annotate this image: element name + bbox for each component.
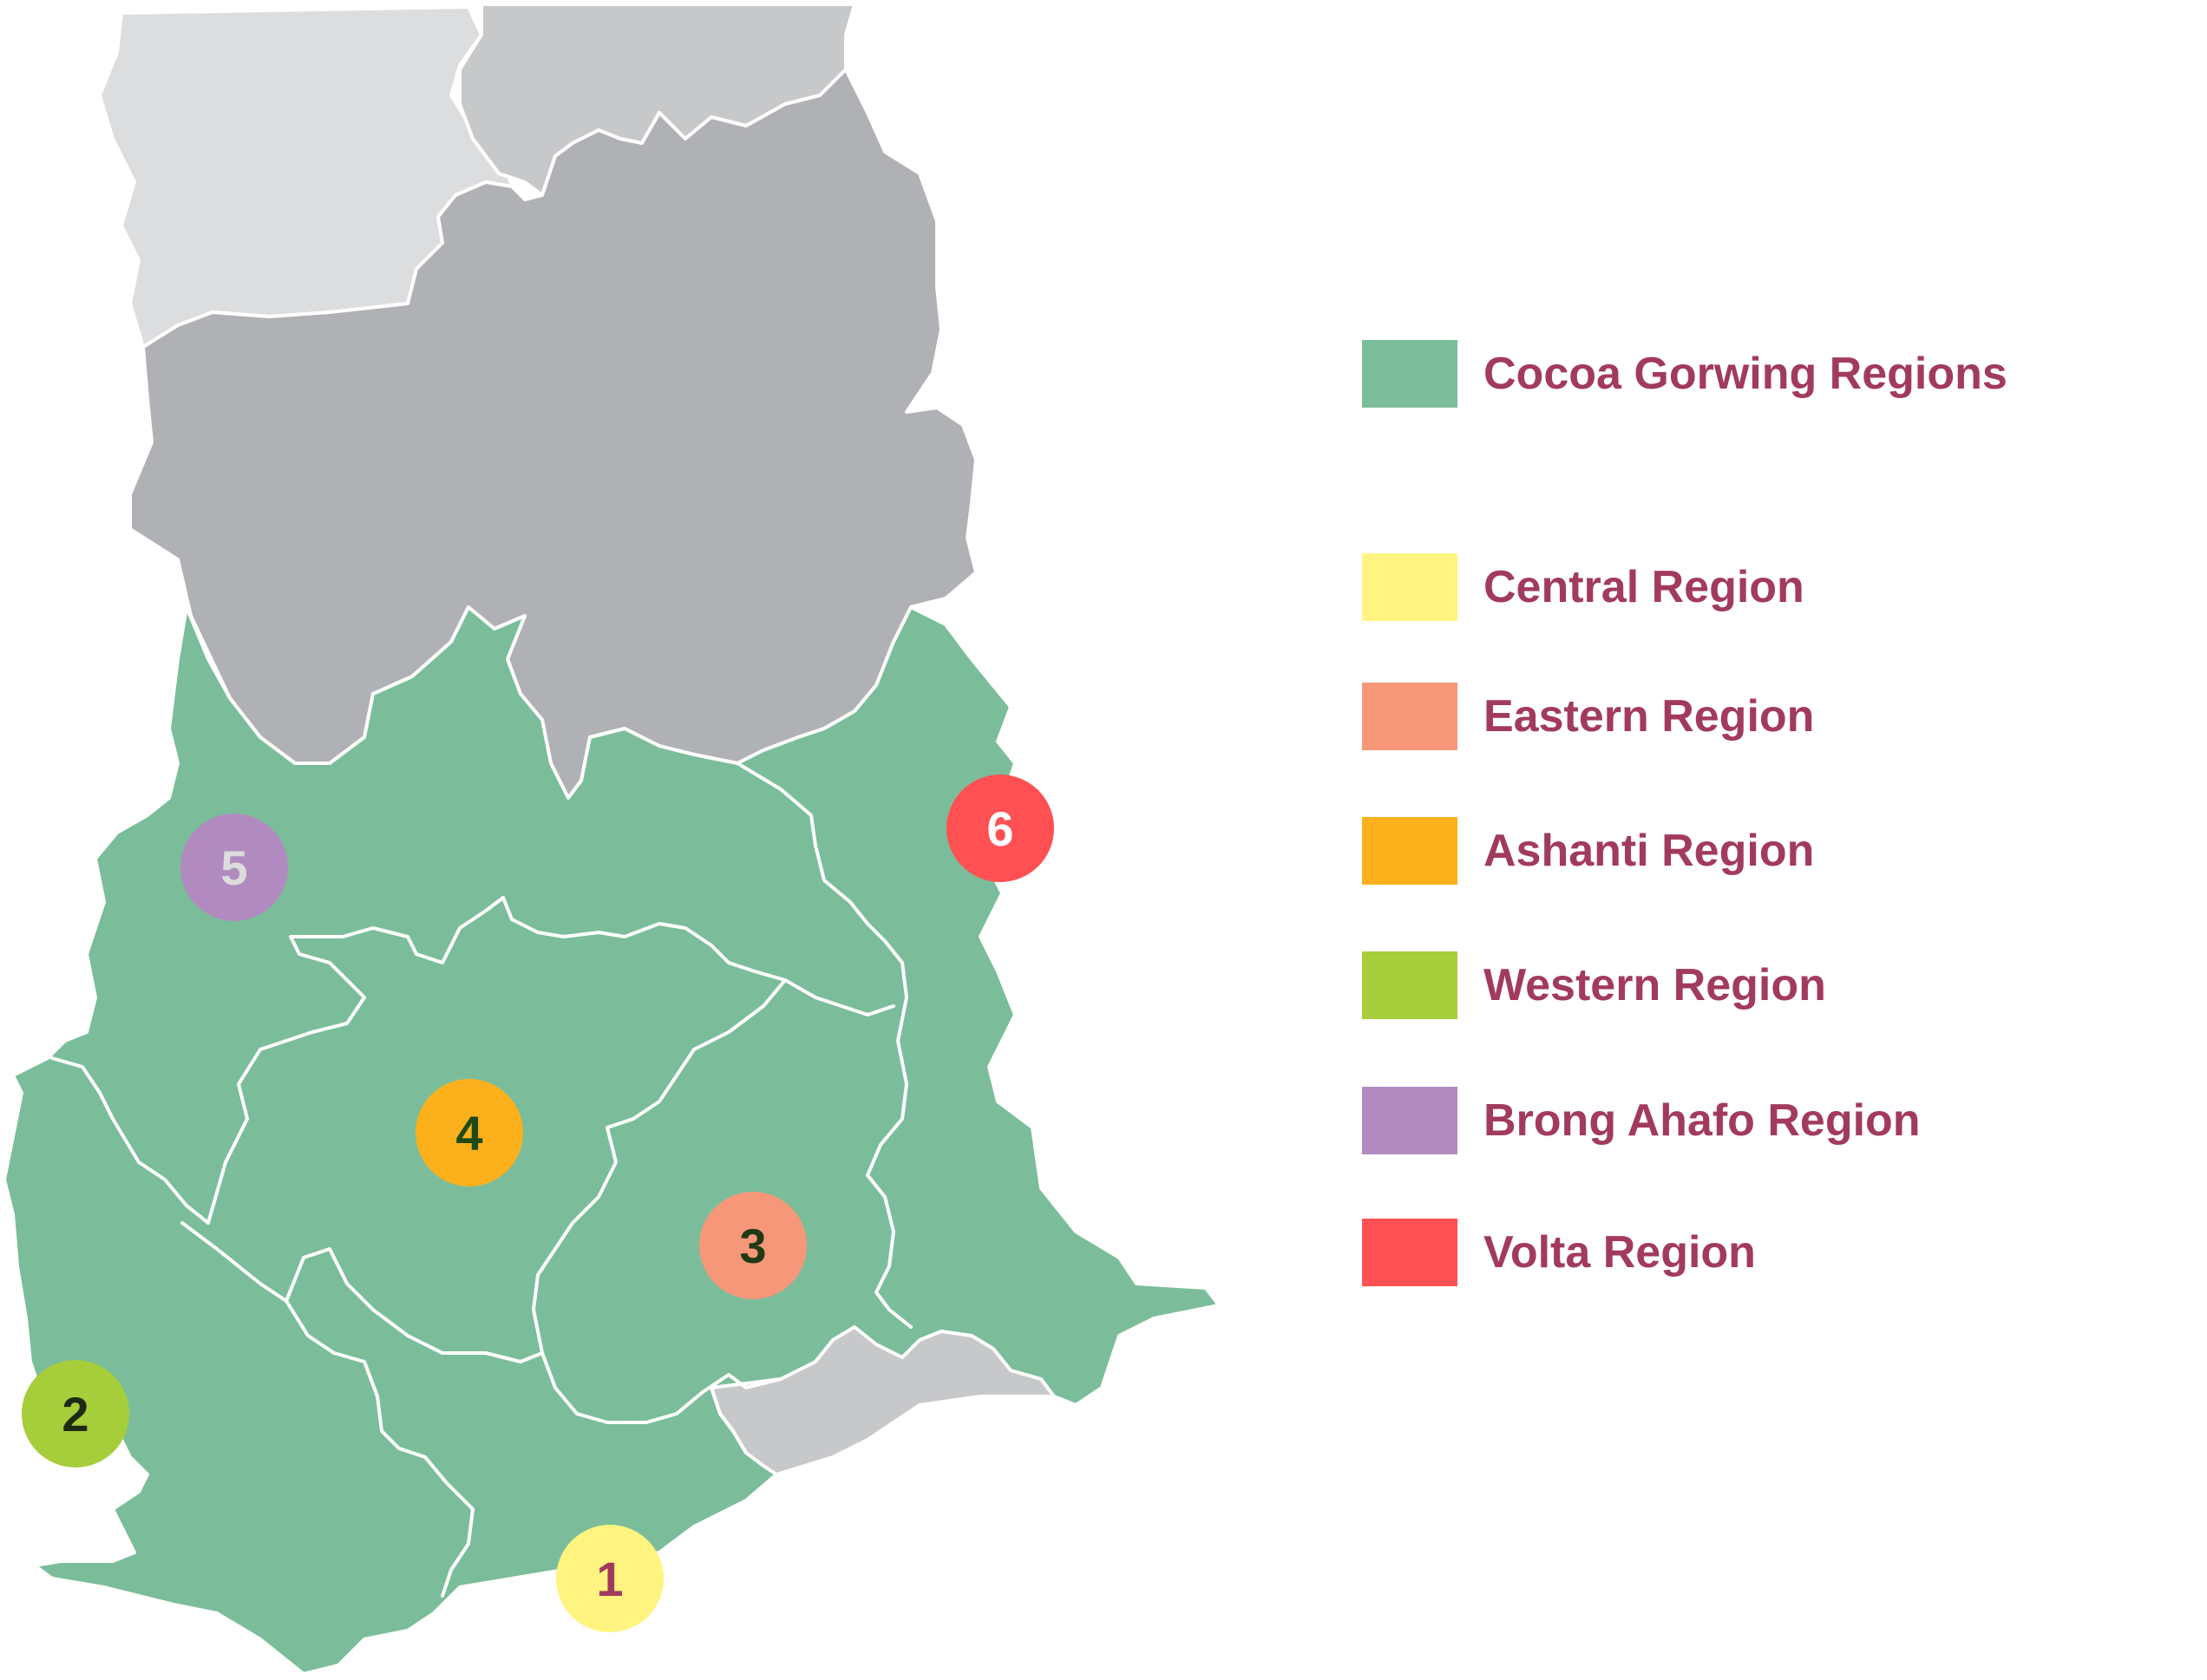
region-marker-number: 4 [455,1105,483,1160]
region-marker-3: 3 [699,1192,807,1299]
region-marker-number: 6 [986,801,1014,856]
region-marker-1: 1 [556,1525,664,1632]
ghana-map [3,3,1221,1676]
legend-swatch [1362,951,1457,1019]
region-marker-number: 2 [62,1386,89,1441]
legend-swatch [1362,1219,1457,1286]
region-marker-4: 4 [416,1079,523,1186]
region-marker-6: 6 [946,775,1054,882]
legend-swatch-cocoa [1362,340,1457,408]
region-marker-number: 1 [596,1551,624,1606]
legend-swatch [1362,683,1457,750]
legend-swatch [1362,553,1457,621]
legend-label: Western Region [1483,960,1826,1010]
region-borders [50,762,913,1598]
coastal-non-cocoa-area [710,1325,1056,1476]
legend-label: Brong Ahafo Region [1483,1095,1921,1146]
region-marker-number: 3 [739,1218,767,1273]
region-marker-5: 5 [180,814,288,921]
legend-swatch [1362,817,1457,885]
legend-label: Central Region [1483,562,1804,612]
region-marker-2: 2 [22,1360,129,1468]
legend-swatch [1362,1087,1457,1154]
legend-label: Eastern Region [1483,691,1815,742]
region-marker-number: 5 [220,840,248,895]
legend-label: Ashanti Region [1483,826,1815,876]
legend-label-cocoa: Cocoa Gorwing Regions [1483,349,2007,399]
legend-label: Volta Region [1483,1227,1756,1278]
